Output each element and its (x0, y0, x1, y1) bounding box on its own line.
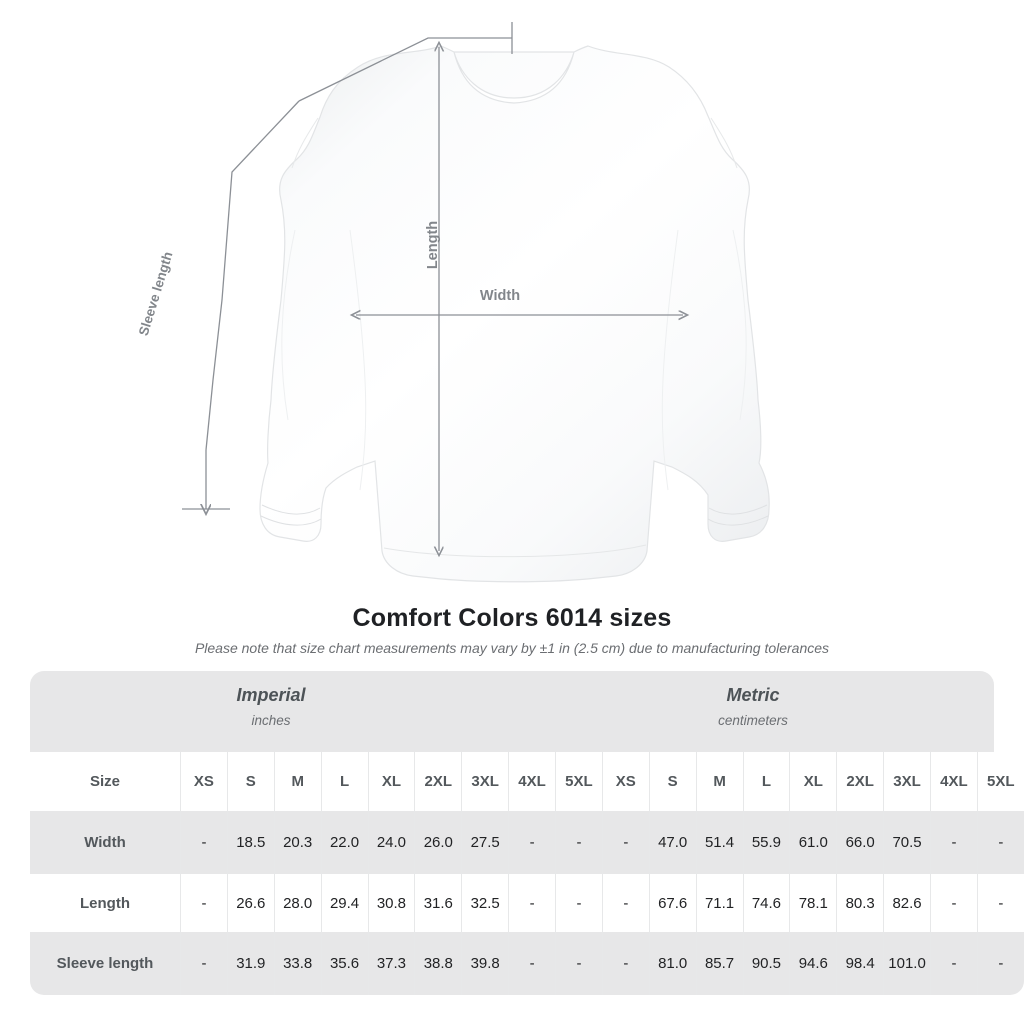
svg-text:Width: Width (480, 288, 520, 304)
svg-text:Sleeve length: Sleeve length (136, 250, 176, 338)
svg-text:Length: Length (425, 221, 441, 269)
